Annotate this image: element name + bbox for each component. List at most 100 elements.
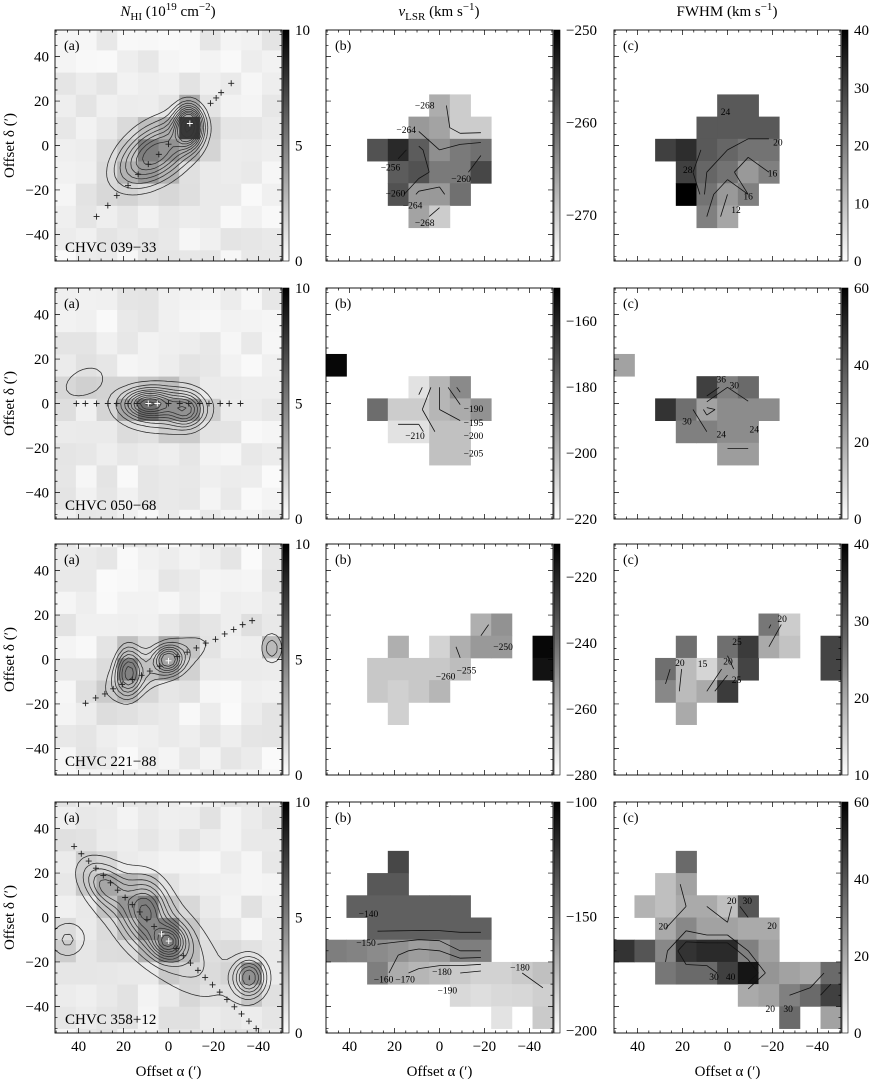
cross-marker bbox=[196, 400, 203, 407]
nhi-pixel bbox=[158, 331, 180, 355]
nhi-pixel bbox=[158, 917, 180, 941]
fwhm-pixel bbox=[655, 398, 677, 422]
fwhm-pixel bbox=[737, 442, 759, 466]
nhi-pixel bbox=[137, 30, 159, 51]
nhi-pixel bbox=[34, 762, 55, 785]
contour-label: 20 bbox=[773, 139, 783, 149]
nhi-pixel bbox=[137, 161, 159, 184]
velocity-pixel bbox=[429, 680, 451, 703]
nhi-contour bbox=[65, 367, 215, 435]
nhi-pixel bbox=[262, 6, 283, 29]
nhi-pixel bbox=[240, 94, 262, 118]
cloud-name: CHVC 358+12 bbox=[65, 1012, 156, 1028]
colorbar-tick-label: 20 bbox=[854, 435, 869, 451]
contour-label: 20 bbox=[767, 922, 777, 932]
nhi-pixel bbox=[137, 939, 159, 963]
velocity-pixel bbox=[511, 984, 533, 1007]
panel-c-row-3: 20 25 20 15 20 25 (c) 10 20 30 40 bbox=[613, 537, 869, 784]
velocity-pixel bbox=[346, 895, 368, 918]
colorbar-tick-label: 40 bbox=[854, 537, 869, 553]
title-part: ) bbox=[475, 4, 480, 20]
nhi-pixel bbox=[158, 420, 180, 444]
nhi-pixel bbox=[75, 806, 97, 830]
cross-marker bbox=[93, 400, 100, 407]
contour-label: −210 bbox=[405, 432, 425, 442]
velocity-pixel bbox=[387, 398, 409, 422]
nhi-pixel bbox=[75, 569, 97, 592]
fwhm-pixel bbox=[675, 161, 697, 184]
axis-ticks bbox=[614, 288, 841, 519]
nhi-pixel bbox=[96, 509, 118, 519]
map-area bbox=[55, 6, 283, 261]
velocity-pixel bbox=[449, 635, 471, 659]
nhi-pixel bbox=[158, 546, 180, 570]
velocity-pixel bbox=[387, 161, 409, 184]
nhi-pixel bbox=[158, 569, 180, 592]
velocity-pixel bbox=[491, 984, 513, 1007]
nhi-pixel bbox=[240, 680, 262, 703]
nhi-pixel bbox=[116, 249, 138, 261]
nhi-pixel bbox=[261, 227, 282, 251]
nhi-pixel bbox=[158, 613, 180, 637]
cross-marker bbox=[100, 872, 107, 879]
nhi-pixel bbox=[137, 769, 159, 775]
nhi-pixel bbox=[178, 353, 200, 377]
map-area: −140 −150 −160 −170 −180 −190 −180 bbox=[326, 850, 553, 1029]
nhi-contour bbox=[177, 114, 198, 143]
x-axis-title: Offset α (′) bbox=[136, 1064, 202, 1080]
cross-marker bbox=[202, 640, 209, 647]
fwhm-pixel bbox=[820, 961, 841, 985]
nhi-pixel bbox=[116, 331, 138, 355]
cross-marker bbox=[129, 901, 136, 908]
nhi-pixel bbox=[199, 353, 221, 377]
panel-a-row-4: (a) CHVC 358+12 40 20 0 −20 −40 Offset δ (′) 40 2… bbox=[2, 762, 310, 1080]
velocity-pixel bbox=[449, 183, 471, 206]
velocity-pixel bbox=[408, 161, 430, 184]
nhi-pixel bbox=[137, 265, 158, 288]
fwhm-pixel bbox=[820, 635, 841, 659]
y-tick-label: 20 bbox=[34, 608, 49, 624]
colorbar-tick-label: −160 bbox=[566, 314, 597, 330]
fwhm-pixel bbox=[614, 939, 635, 963]
nhi-pixel bbox=[261, 591, 282, 614]
nhi-pixel bbox=[241, 6, 262, 29]
nhi-pixel bbox=[220, 680, 242, 703]
nhi-pixel bbox=[75, 657, 97, 681]
contour-label: 30 bbox=[682, 417, 692, 427]
nhi-contour bbox=[136, 396, 187, 413]
fwhm-pixel bbox=[655, 939, 677, 963]
nhi-pixel bbox=[75, 94, 97, 118]
nhi-contour bbox=[133, 897, 251, 981]
colorbar bbox=[282, 29, 290, 262]
fwhm-pixel bbox=[717, 161, 739, 184]
nhi-pixel bbox=[116, 802, 138, 807]
contour-line bbox=[665, 906, 825, 996]
cross-marker bbox=[205, 400, 212, 407]
nhi-pixel bbox=[75, 680, 97, 703]
contour-line bbox=[408, 963, 481, 974]
nhi-pixel bbox=[240, 917, 262, 941]
title-part: ) bbox=[772, 4, 777, 20]
nhi-pixel bbox=[55, 961, 76, 985]
nhi-pixel bbox=[116, 442, 138, 466]
map-area: 20 25 20 15 20 25 bbox=[655, 613, 841, 725]
cross-marker bbox=[138, 672, 145, 679]
nhi-pixel bbox=[75, 183, 97, 206]
nhi-pixel bbox=[75, 802, 97, 807]
nhi-pixel bbox=[199, 591, 221, 614]
nhi-pixel bbox=[75, 724, 97, 748]
contour-label: −180 bbox=[432, 968, 452, 978]
contour-label: 28 bbox=[683, 166, 693, 176]
colorbar-tick-label: 10 bbox=[295, 795, 310, 811]
nhi-pixel bbox=[55, 116, 56, 140]
fwhm-pixel bbox=[675, 183, 697, 206]
colorbar-tick-label: 10 bbox=[295, 281, 310, 297]
velocity-pixel bbox=[408, 939, 430, 963]
nhi-pixel bbox=[158, 183, 180, 206]
nhi-pixel bbox=[116, 72, 138, 95]
contour-label: 12 bbox=[731, 206, 741, 216]
nhi-pixel bbox=[178, 420, 200, 444]
velocity-pixel bbox=[367, 680, 389, 703]
nhi-pixel bbox=[55, 917, 76, 941]
